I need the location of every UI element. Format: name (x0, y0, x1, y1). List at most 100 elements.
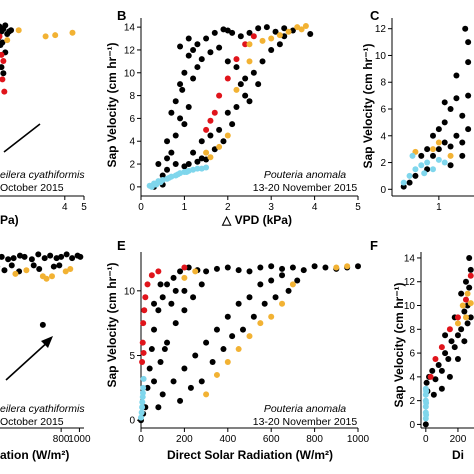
panel-b-point-black (168, 109, 175, 116)
panel-c-point-cyan (430, 166, 436, 173)
panel-e-point-black (272, 294, 279, 301)
panel-e-point-black (246, 294, 253, 301)
panel-e-point-cyan (138, 414, 144, 421)
panel-b-y-axis-title: Sap Velocity (cm hr⁻¹) (105, 42, 119, 167)
panel-b-point-black (259, 58, 266, 65)
panel-e-point-cyan (139, 404, 146, 411)
panel-f-point-black (432, 376, 439, 383)
panel-f-point-black (461, 338, 468, 345)
panel-e-x-tick-label: 400 (219, 434, 236, 445)
panel-f-point-black (464, 320, 471, 327)
panel-f-point-black (438, 385, 445, 392)
panel-f-point-black (466, 284, 473, 291)
panel-b-point-red (233, 56, 240, 63)
panel-e-point-black (268, 263, 275, 270)
panel-d-point-black (56, 262, 63, 269)
panel-b-point-cyan (148, 183, 155, 190)
panel-e-point-red (139, 339, 146, 346)
panel-e-point-black (198, 378, 205, 385)
panel-d-point-orange (12, 270, 19, 277)
panel-b-point-orange (203, 149, 210, 156)
panel-f-y-tick-label: 14 (404, 253, 416, 264)
panel-b-point-black (194, 158, 201, 165)
panel-b-point-black (168, 149, 175, 156)
panel-f-point-red (432, 356, 439, 363)
panel-a-point-red (0, 33, 3, 40)
panel-e-point-black (168, 300, 175, 307)
panel-b-point-orange (302, 22, 309, 29)
panel-c-point-black (465, 92, 472, 99)
panel-e-point-orange (333, 264, 340, 271)
panel-e-point-red (144, 281, 151, 288)
panel-e-species-note: Pouteria anomala (264, 403, 346, 415)
panel-c-point-black (441, 119, 448, 126)
panel-b-point-cyan (183, 169, 190, 176)
panel-e-point-cyan (139, 390, 146, 397)
panel-c-point-black (465, 59, 472, 66)
panel-b-y-tick-label: 14 (124, 23, 136, 34)
panel-f-y-tick-label: 12 (404, 277, 416, 288)
panel-b-point-black (181, 69, 188, 76)
panel-d-point-black (10, 255, 17, 262)
panel-b-point-black (229, 121, 236, 128)
panel-d-point-black (8, 262, 15, 269)
panel-c-point-black (418, 152, 425, 159)
panel-a: eilera cyathiformis October 2015 Pa) (0, 169, 85, 227)
panel-e-point-black (257, 264, 264, 271)
panel-e-dates-note: 13-20 November 2015 (253, 416, 358, 428)
panel-c-point-black (447, 162, 454, 169)
panel-b-point-black (237, 33, 244, 40)
panel-d-point-black (50, 263, 57, 270)
panel-d-point-black (0, 253, 5, 260)
panel-b-point-black (246, 29, 253, 36)
panel-e-point-black (144, 384, 151, 391)
panel-b-point-red (250, 33, 257, 40)
panel-f-point-black (467, 314, 474, 321)
panel-c-point-black (441, 99, 448, 106)
panel-f-point-black (458, 326, 465, 333)
panel-a-dates-note: October 2015 (0, 182, 64, 194)
panel-e-point-red (142, 294, 149, 301)
panel-b-point-black (177, 43, 184, 50)
panel-c-point-cyan (435, 156, 442, 163)
panel-b-point-black (198, 56, 205, 63)
panel-b-point-black (233, 64, 240, 71)
panel-f-point-black (461, 308, 468, 315)
panel-b-point-black (164, 166, 171, 173)
panel-e-point-red (141, 307, 148, 314)
panel-d-point-orange (43, 275, 50, 282)
panel-e-point-red (139, 359, 146, 365)
panel-d-point-black (21, 253, 28, 260)
panel-b-point-black (164, 138, 171, 145)
panel-c-point-cyan (418, 162, 425, 169)
panel-d-point-black (28, 256, 35, 263)
panel-b-point-black (255, 81, 262, 88)
panel-e-point-black (279, 265, 286, 272)
panel-e-point-orange (289, 281, 296, 288)
panel-b-point-black (272, 28, 279, 35)
panel-a-point-orange (42, 33, 49, 40)
panel-b-point-black (281, 25, 288, 32)
panel-d-point-black (47, 252, 54, 259)
panel-e-point-black (311, 263, 318, 270)
panel-c-point-black (412, 172, 419, 179)
panel-b-point-black (172, 132, 179, 139)
panel-b-y-tick-label: 6 (129, 114, 135, 125)
panel-e-point-orange (268, 313, 275, 320)
panel-d-point-black (17, 252, 23, 259)
panel-c-point-orange (447, 152, 454, 159)
panel-e-point-black (151, 378, 158, 385)
panel-a-point-black (0, 39, 6, 46)
panel-e-point-cyan (140, 384, 147, 391)
panel-f-y-tick-label: 10 (404, 301, 416, 312)
panel-b-point-cyan (194, 165, 201, 172)
panel-d-point-orange (67, 265, 74, 272)
panel-e-x-tick-label: 1000 (347, 434, 370, 445)
panel-e-point-black (157, 359, 164, 365)
panel-b-point-black (263, 24, 270, 31)
panel-b-point-red (203, 126, 210, 133)
panel-e-point-black (159, 294, 166, 301)
panel-e-point-cyan (138, 409, 145, 416)
